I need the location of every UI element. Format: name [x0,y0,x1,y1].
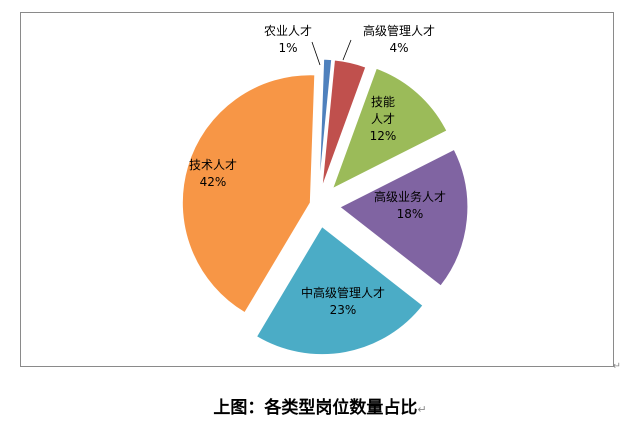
slice-percent-label: 42% [200,175,227,189]
leader-line [311,41,321,66]
leader-line [342,39,352,61]
slice-label-text: 人才 [371,112,395,126]
slice-label-text: 中高级管理人才 [301,285,385,300]
slice-percent-label: 23% [330,303,357,317]
slice-percent-label: 4% [389,41,408,55]
slice-label-4: 高级业务人才 18% [374,189,446,221]
slice-label-6: 技术人才 42% [189,158,237,189]
slice-percent-label: 1% [278,41,297,55]
slice-label-5: 中高级管理人才 23% [301,285,385,317]
caption-text: 上图：各类型岗位数量占比 [213,398,418,418]
pie-slice-1 [318,58,333,188]
slice-label-text: 农业人才 [264,24,312,38]
caption-paragraph-mark: ↵ [417,403,427,416]
slice-label-text: 高级管理人才 [363,23,435,38]
slice-label-text: 技术人才 [189,158,237,172]
chart-frame: 农业人才 1% 高级管理人才 4% 技能人才 12% 高级业务人才 18% 中高级管理人才 23%… [20,12,621,372]
pie-slice-6 [181,74,316,314]
figure-caption: 上图：各类型岗位数量占比↵ [0,393,640,418]
slice-percent-label: 12% [370,129,397,143]
slice-label-text: 高级业务人才 [374,189,446,204]
slice-label-text: 技能 [371,95,395,109]
slice-label-1: 农业人才 1% [264,24,312,55]
chart-paragraph-mark: ↵ [612,361,621,372]
slice-label-2: 高级管理人才 4% [363,23,435,55]
slice-percent-label: 18% [397,207,424,221]
pie-slice-2 [321,59,367,188]
pie-slice-3 [331,67,448,190]
pie-slice-5 [255,225,424,356]
pie-slice-4 [338,148,469,287]
